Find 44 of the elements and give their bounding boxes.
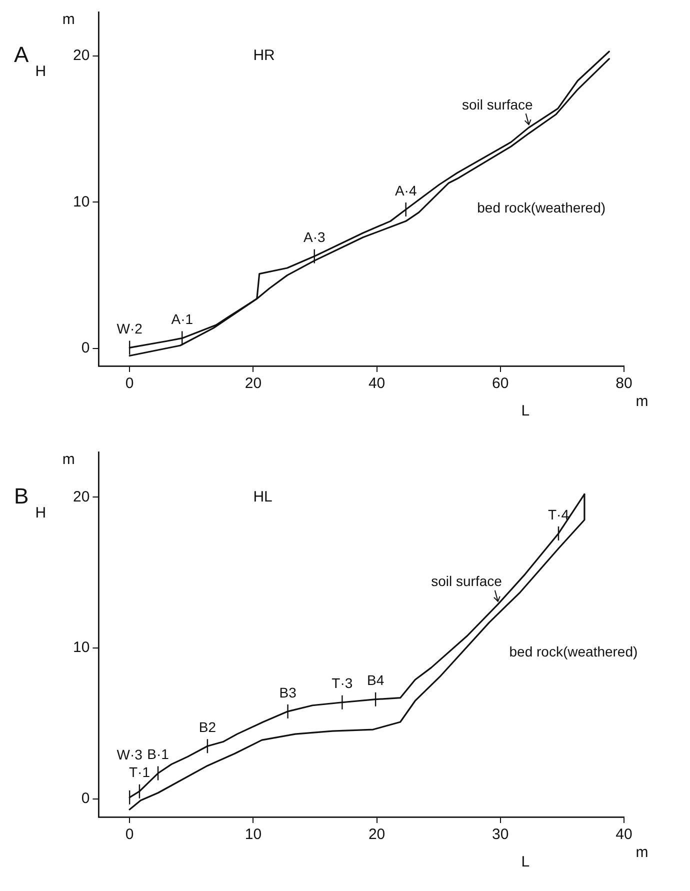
y-tick-label: 20	[72, 47, 90, 64]
annotation: B4	[366, 672, 384, 688]
y-tick-label: 0	[81, 790, 90, 808]
annotation: W·2	[116, 320, 143, 337]
text: A	[14, 42, 29, 67]
y-axis-title: H	[35, 63, 46, 80]
x-tick-label: 60	[492, 375, 509, 392]
annotation: W·3	[116, 746, 143, 762]
x-tick-label: 40	[368, 375, 386, 392]
annotation: A·4	[394, 182, 417, 198]
text: B	[14, 483, 29, 508]
text: m	[636, 393, 648, 410]
annotation: A·3	[303, 229, 326, 246]
y-tick-label: 10	[72, 639, 90, 656]
annotation: soil surface	[462, 96, 534, 112]
y-tick-label: 0	[81, 340, 90, 357]
annotation: bed rock(weathered)	[509, 643, 638, 660]
text: m	[636, 844, 648, 862]
y-tick-label: 20	[72, 488, 90, 506]
annotation: B·1	[147, 746, 170, 762]
annotation: T·4	[548, 506, 570, 522]
x-tick-label: 30	[492, 826, 509, 844]
annotation: A·1	[171, 311, 194, 328]
x-axis-title: L	[521, 854, 530, 871]
annotation: soil surface	[431, 573, 502, 590]
y-axis-title: H	[35, 504, 46, 522]
text: HL	[253, 488, 272, 506]
x-tick-label: 20	[244, 375, 262, 392]
x-tick-label: 0	[125, 375, 134, 392]
x-tick-label: 0	[125, 826, 134, 844]
x-tick-label: 10	[244, 826, 262, 844]
x-tick-label: 40	[616, 826, 632, 844]
x-tick-label: 80	[616, 375, 632, 392]
text: m	[62, 451, 75, 468]
annotation: T·3	[332, 675, 353, 692]
x-axis-title: L	[521, 402, 530, 420]
text: HR	[253, 47, 276, 64]
x-tick-label: 20	[368, 826, 386, 844]
y-tick-label: 10	[72, 193, 90, 210]
text: m	[62, 11, 75, 28]
annotation: bed rock(weathered)	[477, 200, 606, 216]
annotation: T·1	[128, 764, 150, 780]
annotation: B3	[279, 684, 297, 700]
annotation: B2	[198, 718, 216, 735]
